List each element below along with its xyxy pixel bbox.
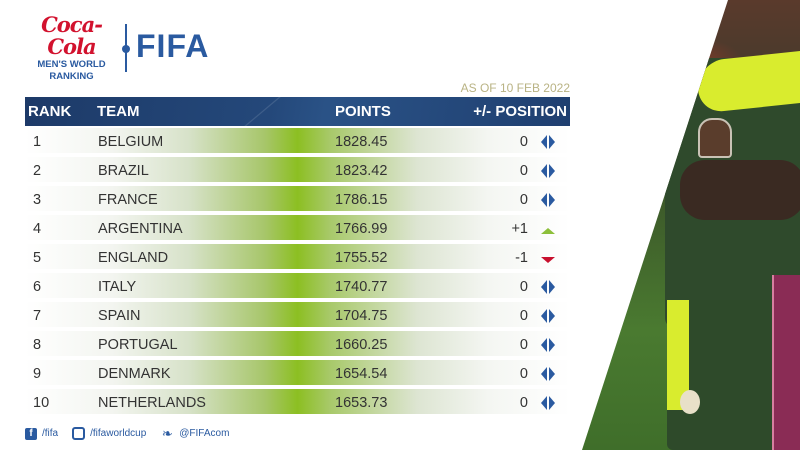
triangle-up-icon xyxy=(541,228,555,234)
rank-cell: 10 xyxy=(33,395,50,411)
as-of-date: AS OF 10 FEB 2022 xyxy=(460,81,570,95)
left-right-arrows-icon xyxy=(541,135,555,149)
coca-cola-logo: Coca-Cola MEN'S WORLD RANKING xyxy=(24,14,119,82)
header-position-change: +/- POSITION xyxy=(473,103,567,120)
team-cell: ARGENTINA xyxy=(98,221,183,237)
delta-cell: 0 xyxy=(519,395,528,411)
team-cell: FRANCE xyxy=(98,192,158,208)
table-row: 6 ITALY 1740.77 0 xyxy=(25,273,570,300)
rank-cell: 7 xyxy=(33,308,42,324)
twitter-icon: ❧ xyxy=(161,425,173,441)
points-cell: 1654.54 xyxy=(335,366,388,382)
rank-cell: 4 xyxy=(33,221,42,237)
table-row: 5 ENGLAND 1755.52 -1 xyxy=(25,244,570,271)
instagram-icon xyxy=(72,427,86,440)
points-cell: 1740.77 xyxy=(335,279,388,295)
rank-cell: 5 xyxy=(33,250,42,266)
team-cell: NETHERLANDS xyxy=(98,395,206,411)
delta-cell: 0 xyxy=(519,134,528,150)
points-cell: 1828.45 xyxy=(335,134,388,150)
table-header: RANK TEAM POINTS +/- POSITION xyxy=(25,97,570,126)
team-crest-icon xyxy=(680,390,700,414)
table-row: 8 PORTUGAL 1660.25 0 xyxy=(25,331,570,358)
table-row: 2 BRAZIL 1823.42 0 xyxy=(25,157,570,184)
facebook-icon: f xyxy=(25,427,37,440)
ranking-subtitle-2: RANKING xyxy=(49,71,94,82)
trophy-board xyxy=(772,275,800,450)
rank-cell: 9 xyxy=(33,366,42,382)
caf-patch-icon xyxy=(698,118,732,158)
team-cell: BRAZIL xyxy=(98,163,149,179)
triangle-down-icon xyxy=(541,257,555,263)
left-right-arrows-icon xyxy=(541,309,555,323)
rank-cell: 3 xyxy=(33,192,42,208)
delta-cell: 0 xyxy=(519,308,528,324)
team-cell: SPAIN xyxy=(98,308,141,324)
points-cell: 1653.73 xyxy=(335,395,388,411)
rank-cell: 2 xyxy=(33,163,42,179)
table-row: 10 NETHERLANDS 1653.73 0 xyxy=(25,389,570,416)
delta-cell: 0 xyxy=(519,279,528,295)
left-right-arrows-icon xyxy=(541,280,555,294)
header-rank: RANK xyxy=(28,103,72,120)
left-right-arrows-icon xyxy=(541,396,555,410)
delta-cell: 0 xyxy=(519,337,528,353)
social-footer: f /fifa /fifaworldcup ❧ @FIFAcom xyxy=(25,427,243,440)
table-row: 4 ARGENTINA 1766.99 +1 xyxy=(25,215,570,242)
rank-cell: 1 xyxy=(33,134,42,150)
left-right-arrows-icon xyxy=(541,367,555,381)
instagram-handle: /fifaworldcup xyxy=(90,428,147,439)
table-row: 1 BELGIUM 1828.45 0 xyxy=(25,128,570,155)
twitter-handle: @FIFAcom xyxy=(179,428,230,439)
player-arm xyxy=(680,160,800,220)
points-cell: 1660.25 xyxy=(335,337,388,353)
points-cell: 1704.75 xyxy=(335,308,388,324)
delta-cell: 0 xyxy=(519,192,528,208)
sponsor-wordmark: Coca-Cola xyxy=(41,12,103,59)
team-cell: ENGLAND xyxy=(98,250,169,266)
delta-cell: 0 xyxy=(519,366,528,382)
facebook-link[interactable]: f /fifa xyxy=(25,427,59,440)
left-right-arrows-icon xyxy=(541,338,555,352)
table-row: 9 DENMARK 1654.54 0 xyxy=(25,360,570,387)
team-cell: DENMARK xyxy=(98,366,171,382)
points-cell: 1755.52 xyxy=(335,250,388,266)
delta-cell: -1 xyxy=(515,250,528,266)
team-cell: BELGIUM xyxy=(98,134,164,150)
left-right-arrows-icon xyxy=(541,164,555,178)
rank-cell: 8 xyxy=(33,337,42,353)
points-cell: 1823.42 xyxy=(335,163,388,179)
table-row: 3 FRANCE 1786.15 0 xyxy=(25,186,570,213)
points-cell: 1766.99 xyxy=(335,221,388,237)
twitter-link[interactable]: ❧ @FIFAcom xyxy=(160,425,230,441)
points-cell: 1786.15 xyxy=(335,192,388,208)
ranking-subtitle-1: MEN'S WORLD xyxy=(37,59,106,70)
facebook-handle: /fifa xyxy=(42,428,59,439)
team-cell: PORTUGAL xyxy=(98,337,178,353)
fifa-logo: FIFA xyxy=(136,28,210,64)
logo-divider xyxy=(122,24,130,72)
header-points: POINTS xyxy=(335,103,391,120)
table-row: 7 SPAIN 1704.75 0 xyxy=(25,302,570,329)
ranking-table: RANK TEAM POINTS +/- POSITION 1 BELGIUM … xyxy=(25,97,570,416)
left-right-arrows-icon xyxy=(541,193,555,207)
shorts-stripe xyxy=(667,300,689,410)
rank-cell: 6 xyxy=(33,279,42,295)
header-team: TEAM xyxy=(97,103,140,120)
instagram-link[interactable]: /fifaworldcup xyxy=(72,427,146,440)
delta-cell: +1 xyxy=(511,221,528,237)
team-cell: ITALY xyxy=(98,279,137,295)
delta-cell: 0 xyxy=(519,163,528,179)
